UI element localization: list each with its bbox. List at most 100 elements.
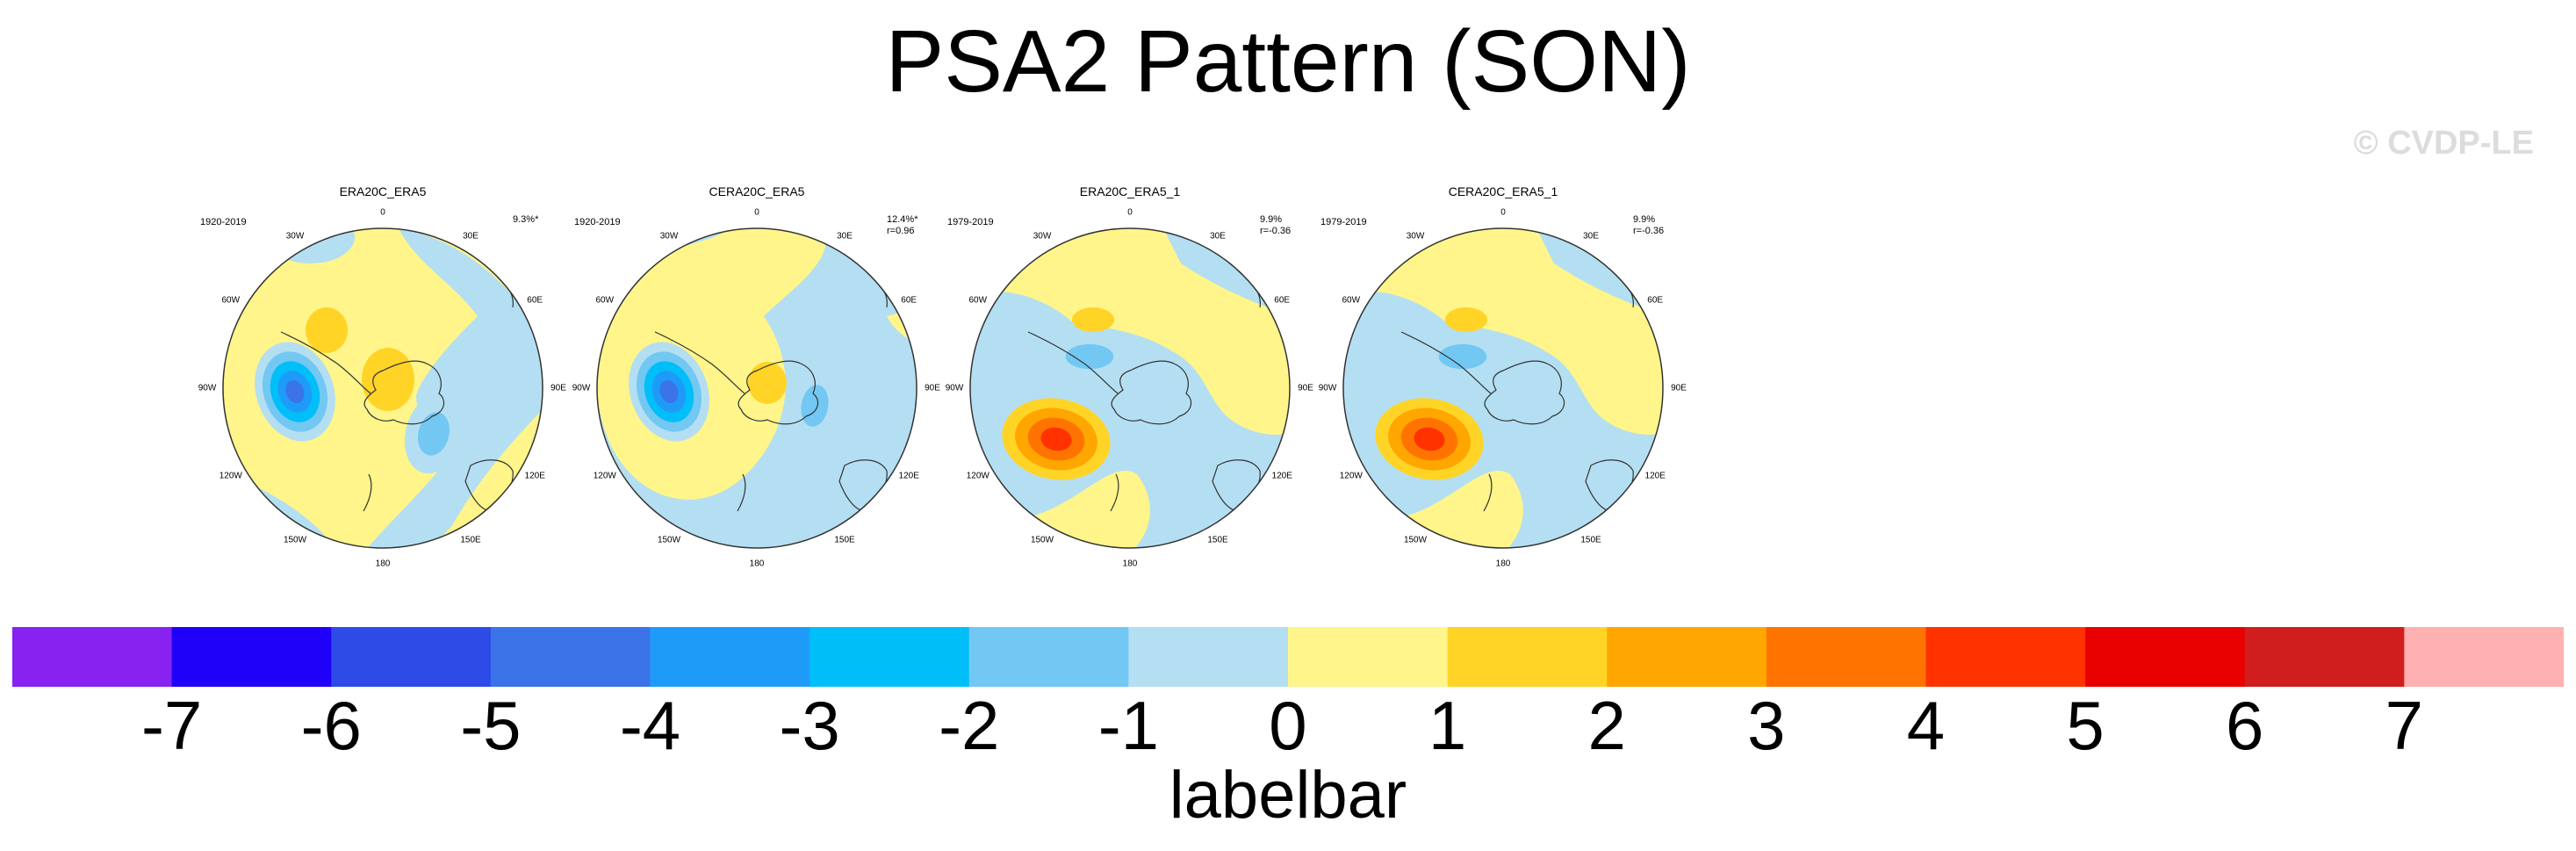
colorbar-segment <box>1607 627 1767 687</box>
polar-map <box>969 227 1291 549</box>
colorbar-segment <box>490 627 651 687</box>
figure-title: PSA2 Pattern (SON) <box>885 12 1691 111</box>
longitude-label: 60W <box>1342 295 1361 306</box>
panel-stats: 9.3%* <box>513 214 539 225</box>
coastline <box>1483 473 1493 512</box>
longitude-label: 90W <box>198 383 217 393</box>
colorbar-tick-label: -3 <box>779 687 840 764</box>
map-panel: CERA20C_ERA5_1 1979-2019 9.9% r=-0.36 0 30E 60… <box>1317 176 1689 569</box>
coastline <box>1400 331 1492 394</box>
colorbar-segment <box>809 627 970 687</box>
coastline <box>1110 473 1119 512</box>
colorbar-segment <box>1925 627 2086 687</box>
longitude-label: 180 <box>749 559 765 569</box>
colorbar-segment <box>2244 627 2405 687</box>
panel-years: 1920-2019 <box>200 217 247 227</box>
field-negative <box>285 379 305 404</box>
coastline <box>1027 331 1119 394</box>
panel-years: 1979-2019 <box>947 217 994 227</box>
colorbar-tick-label: 3 <box>1747 687 1786 764</box>
longitude-label: 0 <box>380 207 385 218</box>
colorbar-tick-label: 5 <box>2066 687 2105 764</box>
field-positive <box>1040 427 1072 451</box>
longitude-label: 180 <box>375 559 391 569</box>
polar-map <box>596 227 917 549</box>
longitude-label: 90E <box>1298 383 1313 393</box>
colorbar-segment <box>1288 627 1449 687</box>
panel-title: CERA20C_ERA5_1 <box>1448 184 1558 198</box>
panel-years: 1979-2019 <box>1320 217 1367 227</box>
coastline <box>654 331 745 394</box>
longitude-label: 90W <box>572 383 591 393</box>
longitude-label: 0 <box>754 207 759 218</box>
longitude-label: 90W <box>1318 383 1337 393</box>
longitude-label: 30W <box>659 231 679 242</box>
longitude-label: 90E <box>1671 383 1687 393</box>
coastline <box>280 331 371 394</box>
map-panel: ERA20C_ERA5_1 1979-2019 9.9% r=-0.36 0 30E 60E… <box>944 176 1316 569</box>
colorbar-tick-label: -6 <box>300 687 362 764</box>
longitude-label: 120E <box>1644 471 1666 481</box>
longitude-label: 90E <box>925 383 940 393</box>
colorbar-segment <box>650 627 810 687</box>
panel-title: ERA20C_ERA5_1 <box>1079 184 1181 198</box>
longitude-label: 180 <box>1495 559 1511 569</box>
longitude-label: 150E <box>834 535 855 545</box>
colorbar-segment <box>12 627 173 687</box>
panel-title: ERA20C_ERA5 <box>339 184 427 198</box>
longitude-label: 150E <box>1207 535 1228 545</box>
coastline <box>737 473 746 512</box>
field-negative <box>1163 228 1269 307</box>
colorbar <box>12 627 2564 687</box>
field-negative <box>1065 343 1114 370</box>
colorbar-segment <box>331 627 492 687</box>
map-border <box>596 227 917 549</box>
longitude-label: 120W <box>1339 471 1363 481</box>
longitude-label: 60W <box>221 295 241 306</box>
longitude-label: 30W <box>1033 231 1052 242</box>
colorbar-tick-label: 6 <box>2226 687 2264 764</box>
longitude-label: 150E <box>460 535 481 545</box>
field-negative <box>267 228 355 263</box>
panel-stats: 12.4%* r=0.96 <box>887 214 918 236</box>
longitude-label: 90W <box>945 383 964 393</box>
longitude-label: 30E <box>1583 231 1599 242</box>
field-positive <box>1414 427 1445 451</box>
longitude-label: 120W <box>219 471 242 481</box>
field-positive <box>362 348 414 411</box>
colorbar-tick-label: 4 <box>1906 687 1946 764</box>
colorbar-segment <box>1766 627 1926 687</box>
longitude-label: 60E <box>527 295 543 306</box>
map-border <box>969 227 1291 549</box>
colorbar-tick-label: 2 <box>1587 687 1626 764</box>
colorbar-tick-label: -2 <box>939 687 1000 764</box>
longitude-label: 180 <box>1122 559 1138 569</box>
panel-stats: 9.9% r=-0.36 <box>1633 214 1665 236</box>
longitude-label: 30E <box>837 231 853 242</box>
longitude-label: 30E <box>1210 231 1226 242</box>
colorbar-tick-label: 0 <box>1269 687 1307 764</box>
longitude-label: 30W <box>1406 231 1425 242</box>
longitude-label: 60E <box>901 295 917 306</box>
polar-map <box>222 227 543 549</box>
longitude-label: 30E <box>463 231 479 242</box>
longitude-label: 60E <box>1274 295 1291 306</box>
longitude-label: 150W <box>1403 535 1428 545</box>
field-positive <box>1445 307 1487 332</box>
colorbar-segment <box>2085 627 2246 687</box>
watermark-text: © CVDP-LE <box>2353 125 2534 162</box>
longitude-label: 60W <box>595 295 615 306</box>
colorbar-tick-label: 7 <box>2385 687 2424 764</box>
longitude-label: 0 <box>1127 207 1133 218</box>
panel-title: CERA20C_ERA5 <box>709 184 805 198</box>
field-positive <box>306 307 348 353</box>
colorbar-segment <box>968 627 1129 687</box>
panel-stats: 9.9% r=-0.36 <box>1260 214 1292 236</box>
longitude-label: 120W <box>593 471 616 481</box>
longitude-label: 150W <box>1030 535 1054 545</box>
colorbar-segment <box>1447 627 1608 687</box>
longitude-label: 60E <box>1647 295 1664 306</box>
polar-map <box>1342 227 1664 549</box>
longitude-label: 120E <box>1271 471 1292 481</box>
coastline <box>738 360 819 425</box>
